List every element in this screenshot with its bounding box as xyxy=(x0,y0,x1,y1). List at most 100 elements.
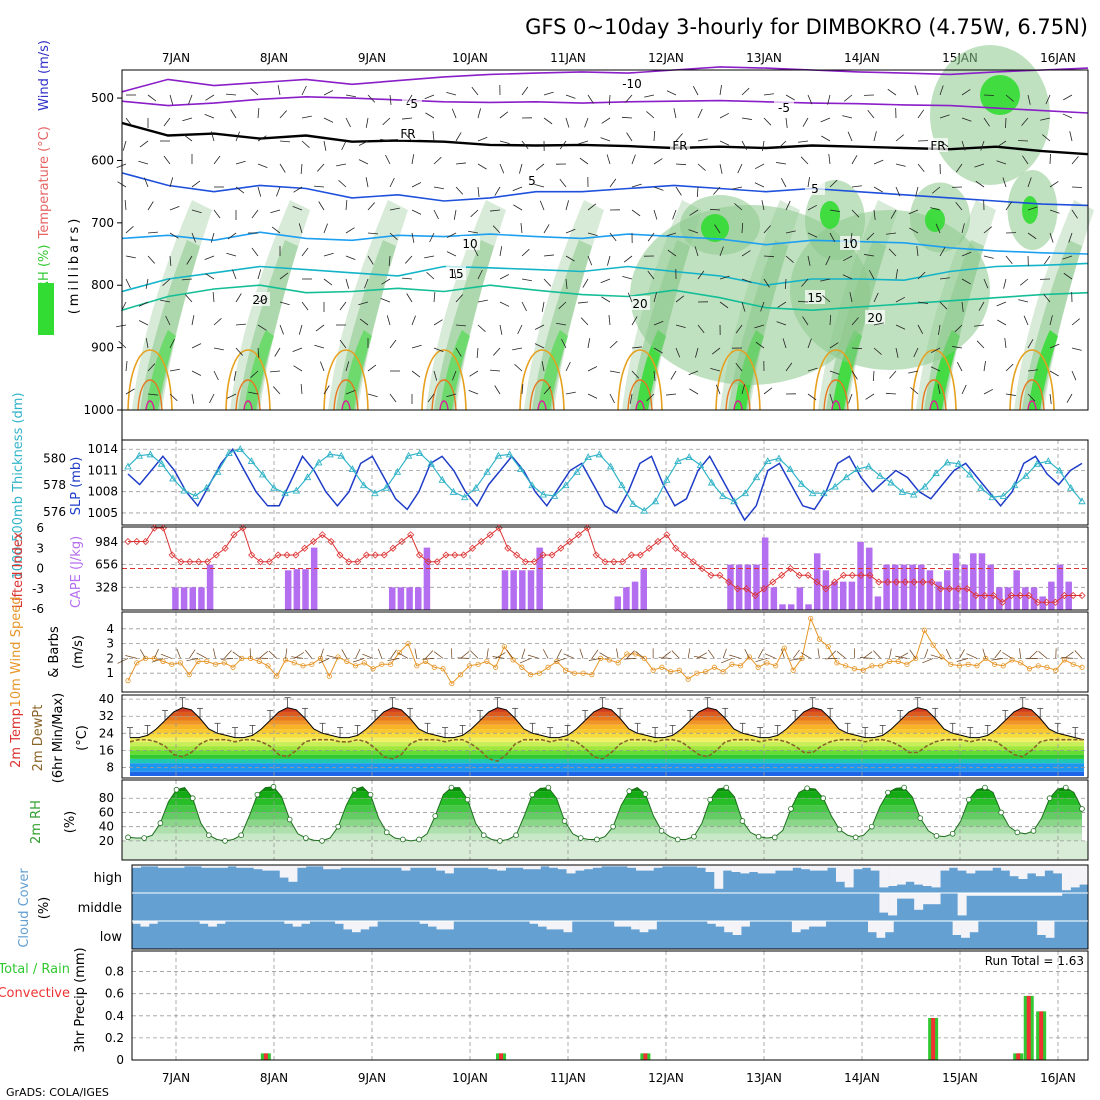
wind-barb-10m xyxy=(521,648,526,659)
wind-barb xyxy=(323,252,334,257)
wind-barb-10m xyxy=(326,654,339,659)
thickness-ylabel: 1000-500mb Thickness (dm) xyxy=(11,392,26,579)
wind-barb-10m xyxy=(285,648,288,659)
wind-barb xyxy=(895,296,906,303)
wind-barb xyxy=(776,162,787,165)
temp-tick: 8 xyxy=(106,760,114,774)
isotherm-line xyxy=(121,172,1089,207)
isotherm-25 xyxy=(715,349,761,411)
precip-tick: 0.8 xyxy=(105,965,124,979)
rh-shading xyxy=(701,214,729,242)
thickness-marker xyxy=(292,486,301,494)
wind-barb-10m xyxy=(304,649,313,659)
thickness-marker xyxy=(909,490,918,498)
wind-barb xyxy=(270,370,281,373)
cape-bar xyxy=(397,587,405,610)
li-marker xyxy=(548,551,556,559)
wind-barb xyxy=(1066,393,1073,403)
temp-band xyxy=(130,729,1084,734)
li-marker xyxy=(645,544,653,552)
wind-marker xyxy=(921,627,928,633)
wind-barb xyxy=(205,273,215,280)
wind-barb xyxy=(147,94,157,102)
wind-marker xyxy=(711,664,718,670)
thickness-marker xyxy=(876,471,884,479)
rh-marker xyxy=(691,833,697,840)
wind-barb xyxy=(169,177,174,188)
wind-barb xyxy=(367,232,378,235)
wind-barb xyxy=(389,207,400,211)
panel-frame xyxy=(121,611,1089,693)
thickness-marker xyxy=(157,459,166,467)
wind-barb-10m xyxy=(176,648,181,659)
wind-barb xyxy=(1027,177,1032,188)
wind-barb xyxy=(499,111,509,119)
rh-marker xyxy=(125,834,131,841)
wind-barb xyxy=(543,91,554,96)
li-marker xyxy=(954,585,962,593)
wind-marker xyxy=(965,661,971,667)
wind-barb xyxy=(851,347,863,350)
wind-barb xyxy=(301,301,309,311)
wind-marker xyxy=(1053,667,1059,673)
temp-tick: 32 xyxy=(99,709,114,723)
cloud-bar-high xyxy=(905,865,915,882)
isotherm-label: 15 xyxy=(448,267,463,281)
rh-marker xyxy=(480,832,487,838)
rh-marker xyxy=(885,789,891,796)
li-marker xyxy=(133,537,141,546)
wind-marker xyxy=(387,661,394,667)
cloud-ylabel: Cloud Cover xyxy=(17,868,32,948)
thickness-marker xyxy=(820,489,828,497)
wind-barb-10m xyxy=(722,648,727,659)
wind-barb xyxy=(850,232,853,243)
wind-barb xyxy=(565,200,569,211)
wind-barb xyxy=(673,108,677,119)
thickness-marker xyxy=(1055,466,1064,474)
thickness-tick: 580 xyxy=(43,451,66,465)
wind-barb xyxy=(345,390,356,395)
wind-barb-10m xyxy=(139,649,146,659)
li-marker xyxy=(972,591,980,600)
wind-barb xyxy=(1063,272,1073,280)
wind-barb xyxy=(974,324,985,327)
wind-barb xyxy=(851,155,858,165)
date-label-bottom: 15JAN xyxy=(942,1071,978,1085)
wind-barb xyxy=(908,209,919,215)
cloud-bar-low xyxy=(876,921,886,938)
wind-barb xyxy=(939,140,949,148)
cloud-bar-high xyxy=(601,865,611,867)
wind-barb xyxy=(212,292,215,303)
wind-barb xyxy=(1021,117,1029,126)
cloud-bar-middle xyxy=(983,893,993,896)
rh-marker xyxy=(674,836,681,843)
cloud-bar-low xyxy=(216,921,226,924)
wind-barb-10m xyxy=(764,653,776,659)
wind-barb xyxy=(144,177,149,188)
wind-barb xyxy=(521,86,529,96)
wind-barb xyxy=(697,270,705,280)
cloud-bar-low xyxy=(817,921,827,927)
wind-barb xyxy=(983,226,993,234)
wind-barb xyxy=(519,163,523,174)
wind-marker xyxy=(536,670,542,676)
cloud-bar-high xyxy=(453,865,463,868)
isotherm-label-bg xyxy=(865,310,885,324)
cape-bar xyxy=(1039,596,1046,610)
wind-marker xyxy=(361,660,367,666)
cape-bar xyxy=(857,541,864,610)
wind-marker xyxy=(1009,657,1015,663)
cloud-bar-high xyxy=(184,865,194,867)
rh-tick: 60 xyxy=(99,805,114,819)
thickness-marker xyxy=(640,506,649,514)
wind-marker xyxy=(851,666,858,672)
wind-barb xyxy=(755,341,765,349)
wind-barb-10m xyxy=(470,650,479,659)
wind-barb xyxy=(587,366,598,372)
wind-barb xyxy=(843,94,853,102)
slp-line xyxy=(127,447,1083,522)
wind-barb xyxy=(1023,315,1029,326)
minmax-ylabel: (6hr Min/Max) xyxy=(51,693,66,783)
isotherm-label: 20 xyxy=(867,311,882,325)
wind-barb xyxy=(873,322,884,326)
